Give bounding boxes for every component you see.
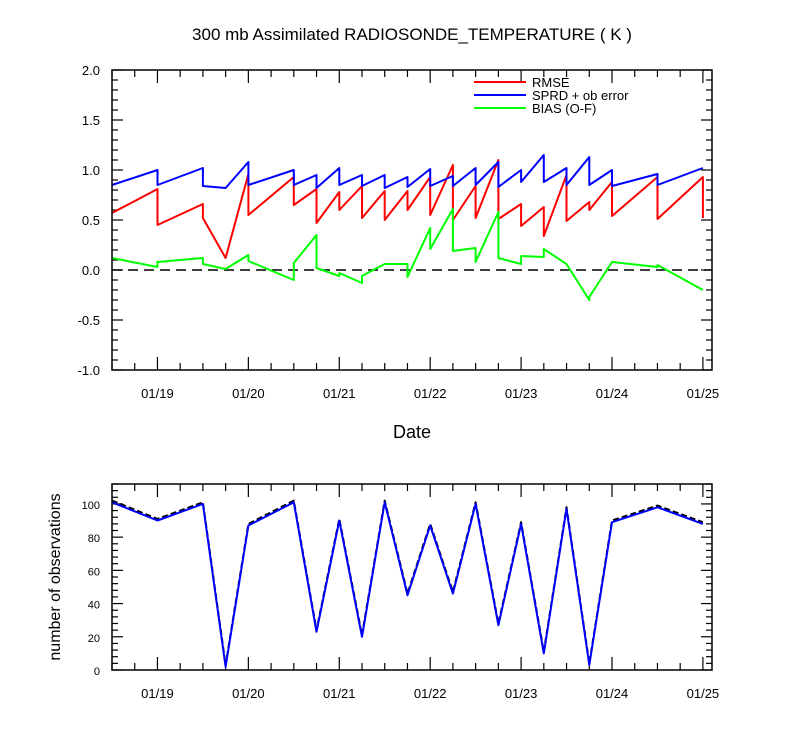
top-y-tick-label: 0.5 bbox=[82, 213, 100, 228]
legend-label: BIAS (O-F) bbox=[532, 101, 596, 116]
top-plot-frame bbox=[111, 69, 713, 371]
bottom-x-tick-label: 01/21 bbox=[323, 686, 356, 701]
bottom-x-tick-label: 01/25 bbox=[687, 686, 720, 701]
x-axis-title: Date bbox=[393, 422, 431, 442]
bottom-y-tick-label: 80 bbox=[88, 533, 100, 545]
top-y-tick-label: 0.0 bbox=[82, 263, 100, 278]
bottom-y-tick-label: 20 bbox=[88, 633, 100, 645]
y-axis-title: number of observations bbox=[47, 493, 64, 660]
bottom-x-tick-label: 01/24 bbox=[596, 686, 629, 701]
series-line-rmse bbox=[111, 159, 704, 259]
bottom-tick-labels: 01/19 01/20 01/21 01/22 01/23 01/24 01/25 0 20 40… bbox=[82, 500, 720, 701]
top-y-tick-label: 2.0 bbox=[82, 63, 100, 78]
series-line-possible bbox=[111, 499, 704, 666]
top-y-tick-label: 1.5 bbox=[82, 113, 100, 128]
top-axes-ticks bbox=[111, 69, 712, 371]
top-x-tick-label: 01/20 bbox=[232, 386, 265, 401]
series-line-assimilated bbox=[111, 501, 704, 668]
series-line-sprd-ob-error bbox=[111, 154, 704, 189]
legend-label: RMSE bbox=[532, 75, 570, 90]
bottom-x-tick-label: 01/22 bbox=[414, 686, 447, 701]
top-tick-labels: 01/19 01/20 01/21 01/22 01/23 01/24 01/25 -1.0 -… bbox=[78, 63, 720, 401]
top-x-tick-label: 01/19 bbox=[141, 386, 174, 401]
top-x-tick-label: 01/21 bbox=[323, 386, 356, 401]
bottom-axes-ticks bbox=[111, 483, 712, 671]
bottom-y-tick-label: 40 bbox=[88, 600, 100, 612]
chart-title: 300 mb Assimilated RADIOSONDE_TEMPERATUR… bbox=[192, 25, 632, 44]
top-y-tick-label: 1.0 bbox=[82, 163, 100, 178]
bottom-y-tick-label: 60 bbox=[88, 566, 100, 578]
top-y-tick-label: -1.0 bbox=[78, 363, 100, 378]
top-series-group bbox=[111, 154, 704, 301]
top-y-tick-label: -0.5 bbox=[78, 313, 100, 328]
bottom-x-tick-label: 01/20 bbox=[232, 686, 265, 701]
top-x-tick-label: 01/25 bbox=[687, 386, 720, 401]
top-x-tick-label: 01/22 bbox=[414, 386, 447, 401]
bottom-series-group bbox=[111, 499, 704, 668]
bottom-y-tick-label: 100 bbox=[82, 500, 100, 512]
top-x-tick-label: 01/23 bbox=[505, 386, 538, 401]
bottom-x-tick-label: 01/23 bbox=[505, 686, 538, 701]
top-x-tick-label: 01/24 bbox=[596, 386, 629, 401]
series-line-bias-o-f bbox=[111, 208, 704, 301]
bottom-y-tick-label: 0 bbox=[94, 666, 100, 678]
legend-label: SPRD + ob error bbox=[532, 88, 629, 103]
bottom-plot-frame bbox=[111, 483, 713, 671]
bottom-x-tick-label: 01/19 bbox=[141, 686, 174, 701]
